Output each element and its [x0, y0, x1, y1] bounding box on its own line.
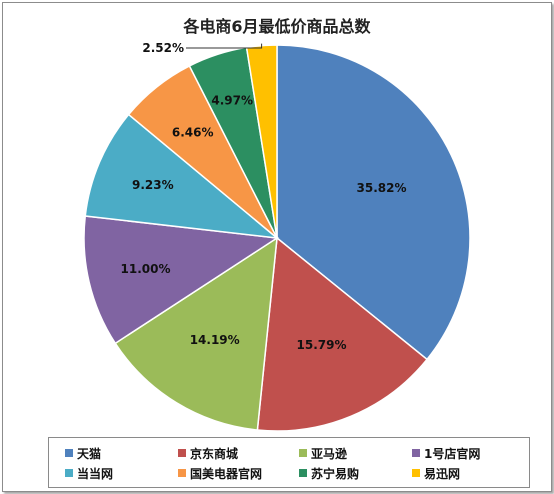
data-label-易迅网: 2.52% [142, 41, 184, 55]
legend-swatch [412, 469, 420, 477]
legend-item: 国美电器官网 [178, 465, 262, 481]
chart-title: 各电商6月最低价商品总数 [183, 17, 371, 36]
pie-slice-亚马逊 [114, 236, 278, 431]
data-label-京东商城: 15.79% [297, 338, 347, 352]
legend-swatch [178, 469, 186, 477]
legend-item: 京东商城 [178, 445, 238, 461]
legend-item: 天猫 [65, 445, 101, 461]
data-label-苏宁易购: 4.97% [211, 93, 253, 107]
legend-swatch [299, 469, 307, 477]
legend-label: 苏宁易购 [311, 466, 360, 481]
legend-label: 国美电器官网 [190, 466, 263, 481]
legend-label: 1号店官网 [424, 446, 481, 461]
data-label-国美电器官网: 6.46% [172, 125, 214, 139]
legend-item: 1号店官网 [412, 445, 480, 461]
legend-swatch [299, 449, 307, 457]
legend-label: 当当网 [77, 466, 114, 481]
data-label-1号店官网: 11.00% [121, 262, 171, 276]
legend-label: 亚马逊 [311, 446, 348, 461]
chart-legend: 天猫 京东商城 亚马逊 1号店官网 当当网 国美电器官网 苏宁易购 易迅网 [48, 437, 530, 488]
legend-label: 易迅网 [424, 466, 461, 481]
legend-swatch [178, 449, 186, 457]
pie-slice-当当网 [84, 113, 280, 240]
pie-slice-天猫 [276, 44, 471, 361]
legend-label: 京东商城 [190, 446, 239, 461]
legend-swatch [412, 449, 420, 457]
legend-item: 苏宁易购 [299, 465, 359, 481]
pie-slice-1号店官网 [83, 215, 280, 345]
data-label-天猫: 35.82% [357, 181, 407, 195]
legend-item: 亚马逊 [299, 445, 347, 461]
legend-swatch [65, 469, 73, 477]
leader-line-易迅网 [186, 43, 263, 49]
legend-item: 当当网 [65, 465, 113, 481]
pie-slice-京东商城 [256, 236, 429, 432]
legend-item: 易迅网 [412, 465, 460, 481]
data-label-亚马逊: 14.19% [190, 333, 240, 347]
legend-swatch [65, 449, 73, 457]
data-label-当当网: 9.23% [132, 178, 174, 192]
legend-label: 天猫 [77, 446, 102, 461]
